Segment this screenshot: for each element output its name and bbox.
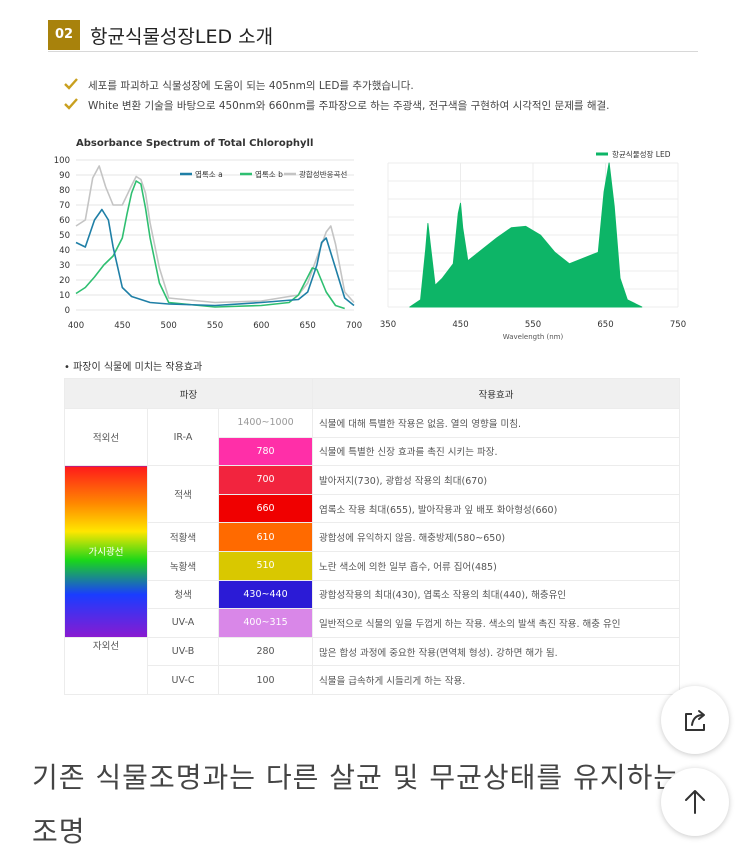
chart-title: Absorbance Spectrum of Total Chlorophyll xyxy=(76,138,314,149)
group-ultraviolet: 자외선 xyxy=(64,636,148,695)
effect-cell: 광합성작용의 최대(430), 엽록소 작용의 최대(440), 해충유인 xyxy=(312,579,680,610)
table-row: UV-C 100 식물을 급속하게 시들리게 하는 작용. xyxy=(65,665,680,695)
x-tick-label: 450 xyxy=(114,321,130,331)
range-cell: 1400~1000 xyxy=(217,408,314,438)
y-tick-label: 0 xyxy=(65,306,70,316)
series-area xyxy=(409,162,643,308)
table-row: 가시광선 적색 700 발아저지(730), 광합성 작용의 최대(670) xyxy=(64,465,680,638)
table-row: UV-A 400~315 일반적으로 식물의 잎을 두껍게 하는 작용. 색소의… xyxy=(65,608,680,638)
share-icon xyxy=(685,710,705,731)
x-tick-label: 550 xyxy=(525,320,541,330)
table-row: 자외선 UV-B 280 많은 합성 과정에 중요한 작용(면역체 형성). 강… xyxy=(64,636,680,695)
group-visible: 가시광선 xyxy=(64,465,148,638)
legend-label: 엽록소 b xyxy=(255,169,283,179)
table-row: 녹황색 510 노란 색소에 의한 일부 흡수, 어류 집어(485) xyxy=(65,550,680,581)
x-tick-label: 700 xyxy=(346,321,362,331)
y-tick-label: 100 xyxy=(54,156,70,166)
y-tick-label: 80 xyxy=(59,186,70,196)
series-line xyxy=(75,165,355,304)
table-row: 청색 430~440 광합성작용의 최대(430), 엽록소 작용의 최대(44… xyxy=(65,579,680,610)
effect-table: 파장 작용효과 적외선 IR-A 1400~1000 식물에 대해 특별한 작용… xyxy=(63,378,680,695)
legend-label: 엽록소 a xyxy=(195,169,223,179)
x-tick-label: 750 xyxy=(670,320,686,330)
effect-cell: 발아저지(730), 광합성 작용의 최대(670) xyxy=(312,465,680,495)
band-cell: UV-B xyxy=(147,636,219,667)
table-row: 660 엽록소 작용 최대(655), 발아작용과 잎 배포 화아형성(660) xyxy=(65,493,680,524)
x-tick-label: 350 xyxy=(380,320,396,330)
bullet-text: 세포를 파괴하고 식물성장에 도움이 되는 405nm의 LED를 추가했습니다… xyxy=(88,80,414,92)
range-cell: 780 xyxy=(217,436,314,467)
led-spectrum-chart: 350 450 550 650 750 항균식물성장 LED Wavelength (nm) xyxy=(380,149,686,341)
band-cell: UV-C xyxy=(147,665,219,695)
bullet-text: White 변환 기술을 바탕으로 450nm와 660nm를 주파장으로 하는… xyxy=(88,100,610,112)
band-cell: UV-A xyxy=(147,608,219,638)
y-tick-label: 50 xyxy=(59,231,70,241)
range-cell: 660 xyxy=(217,493,314,524)
x-tick-label: 450 xyxy=(452,320,468,330)
range-cell: 700 xyxy=(217,465,314,495)
x-tick-label: 400 xyxy=(68,321,84,331)
effect-cell: 식물에 대해 특별한 작용은 없음. 열의 영향을 미침. xyxy=(312,408,680,438)
section-header: 02 항균식물성장LED 소개 xyxy=(48,16,698,52)
table-header-row: 파장 작용효과 xyxy=(63,378,680,409)
range-cell: 280 xyxy=(217,636,314,667)
x-tick-label: 650 xyxy=(597,320,613,330)
y-tick-label: 30 xyxy=(59,261,70,271)
table-caption: • 파장이 식물에 미치는 작용효과 xyxy=(64,362,203,373)
effect-cell: 식물을 급속하게 시들리게 하는 작용. xyxy=(312,665,680,695)
x-tick-label: 600 xyxy=(253,321,269,331)
table-row: 적외선 IR-A 1400~1000 식물에 대해 특별한 작용은 없음. 열의… xyxy=(64,407,680,467)
header-wavelength: 파장 xyxy=(63,378,314,409)
group-infrared: 적외선 xyxy=(64,407,148,467)
share-button[interactable] xyxy=(661,686,729,754)
header-effect: 작용효과 xyxy=(312,378,680,409)
scroll-top-button[interactable] xyxy=(661,768,729,836)
x-tick-label: 550 xyxy=(207,321,223,331)
table-row: 적황색 610 광합성에 유익하지 않음. 해충방제(580~650) xyxy=(65,522,680,552)
range-cell: 100 xyxy=(217,665,314,695)
check-icon xyxy=(64,78,78,90)
section-title: 항균식물성장LED 소개 xyxy=(90,26,274,48)
legend-label: 항균식물성장 LED xyxy=(612,149,671,159)
band-cell: 적황색 xyxy=(147,522,219,552)
y-tick-label: 10 xyxy=(59,291,70,301)
band-cell: 적색 xyxy=(147,465,219,524)
y-tick-label: 60 xyxy=(59,216,70,226)
x-tick-label: 650 xyxy=(300,321,316,331)
y-tick-label: 90 xyxy=(59,171,70,181)
effect-cell: 광합성에 유익하지 않음. 해충방제(580~650) xyxy=(312,522,680,552)
main-heading-line1: 기존 식물조명과는 다른 살균 및 무균상태를 유지하는 xyxy=(32,761,681,794)
range-cell: 430~440 xyxy=(217,579,314,610)
range-cell: 510 xyxy=(217,550,314,581)
effect-cell: 많은 합성 과정에 중요한 작용(면역체 형성). 강하면 해가 됨. xyxy=(312,636,680,667)
effect-cell: 엽록소 작용 최대(655), 발아작용과 잎 배포 화아형성(660) xyxy=(312,493,680,524)
band-cell: 녹황색 xyxy=(147,550,219,581)
arrow-up-icon xyxy=(685,790,705,814)
y-tick-label: 20 xyxy=(59,276,70,286)
effect-cell: 식물에 특별한 신장 효과를 촉진 시키는 파장. xyxy=(312,436,680,467)
main-heading-line2: 조명 xyxy=(32,815,86,848)
legend-label: 광합성반응곡선 xyxy=(299,169,347,179)
x-tick-label: 500 xyxy=(161,321,177,331)
x-axis-label: Wavelength (nm) xyxy=(503,333,564,341)
series-line xyxy=(75,180,345,310)
check-icon xyxy=(64,98,78,110)
band-cell: IR-A xyxy=(147,407,219,467)
band-cell: 청색 xyxy=(147,579,219,610)
y-tick-label: 40 xyxy=(59,246,70,256)
effect-cell: 일반적으로 식물의 잎을 두껍게 하는 작용. 색소의 발색 촉진 작용. 해충… xyxy=(312,608,680,638)
y-tick-label: 70 xyxy=(59,201,70,211)
effect-cell: 노란 색소에 의한 일부 흡수, 어류 집어(485) xyxy=(312,550,680,581)
absorbance-chart: 0 10 20 30 40 50 60 70 80 90 100 400 450 500 550 600 650… xyxy=(54,156,362,331)
range-cell: 400~315 xyxy=(217,608,314,638)
range-cell: 610 xyxy=(217,522,314,552)
section-number: 02 xyxy=(48,20,80,50)
series-line xyxy=(75,208,355,307)
